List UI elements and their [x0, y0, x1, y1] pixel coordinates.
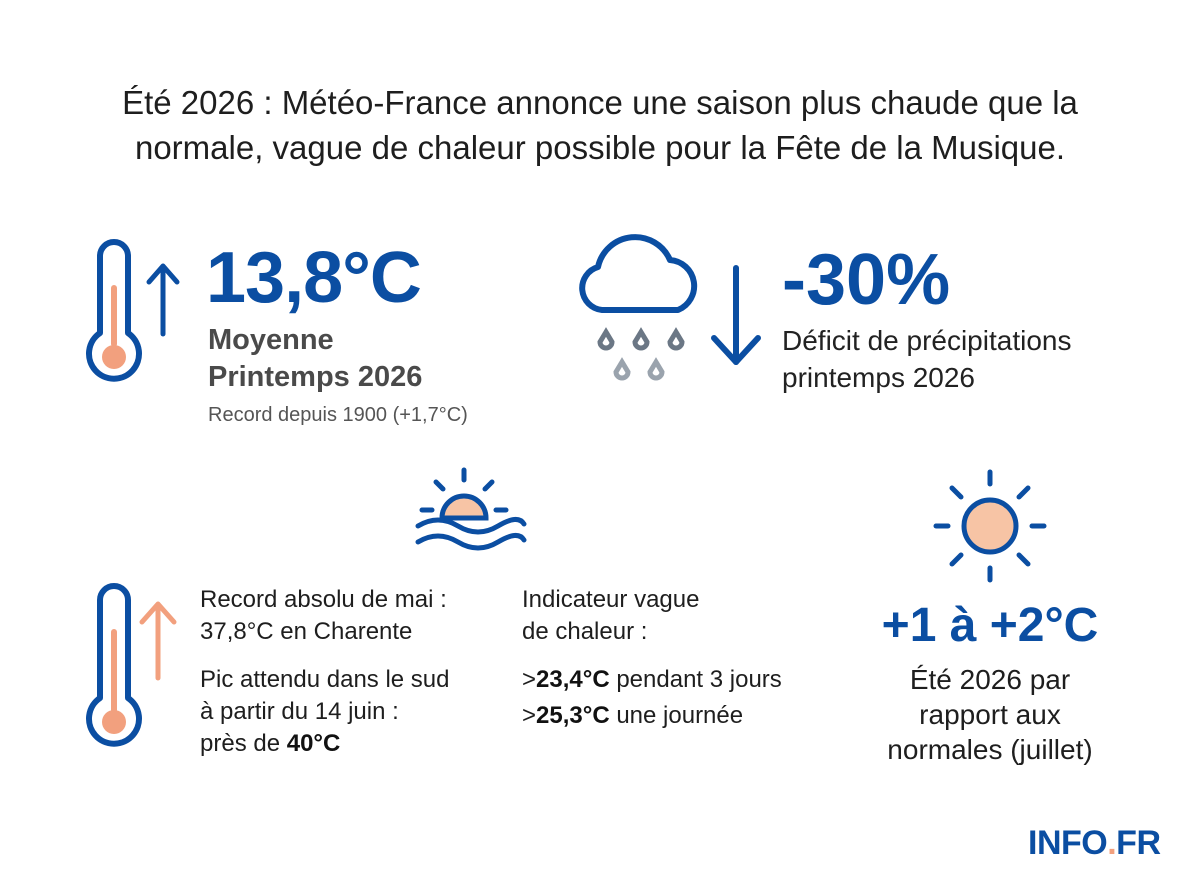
may-record-line2: 37,8°C en Charente	[200, 618, 413, 645]
peak-line1: Pic attendu dans le sud	[200, 666, 450, 693]
heatwave-item1-prefix: >	[522, 666, 537, 693]
spring-temp-label: Moyenne Printemps 2026	[208, 322, 422, 396]
peak-line3-prefix: près de	[200, 730, 287, 757]
heatwave-title-line2: de chaleur :	[522, 618, 648, 645]
peak-text: Pic attendu dans le sud à partir du 14 j…	[200, 664, 450, 760]
spring-temp-value: 13,8°C	[206, 238, 422, 318]
summer-anomaly-label: Été 2026 par rapport aux normales (juill…	[850, 662, 1130, 767]
thermometer-hot-icon	[86, 583, 142, 747]
may-record-text: Record absolu de mai : 37,8°C en Charent…	[200, 584, 447, 648]
arrow-up-icon	[146, 263, 180, 337]
thermometer-icon	[86, 239, 142, 382]
summer-label-line1: Été 2026 par	[909, 664, 1071, 695]
info-fr-logo: INFO.FR	[1028, 824, 1161, 863]
heatwave-item1-value: 23,4°C	[536, 666, 610, 693]
logo-tld: FR	[1116, 824, 1161, 862]
heatwave-item-2: >25,3°C une journée	[522, 700, 782, 732]
sun-icon	[933, 469, 1047, 583]
sun-over-water-icon	[415, 467, 527, 551]
summer-label-line3: normales (juillet)	[887, 734, 1093, 765]
peak-value: 40°C	[286, 730, 341, 757]
heatwave-item1-suffix: pendant 3 jours	[609, 666, 782, 693]
summer-anomaly-value: +1 à +2°C	[881, 599, 1099, 652]
rain-cloud-icon	[579, 234, 698, 381]
heatwave-title-line1: Indicateur vague	[522, 586, 700, 613]
heatwave-item2-suffix: une journée	[609, 702, 744, 729]
heatwave-items: >23,4°C pendant 3 jours >25,3°C une jour…	[522, 664, 782, 732]
precip-label-line2: printemps 2026	[782, 362, 976, 393]
heatwave-title: Indicateur vague de chaleur :	[522, 584, 699, 648]
logo-dot: .	[1107, 824, 1117, 862]
arrow-up-orange-icon	[139, 601, 177, 681]
arrow-down-icon	[711, 265, 761, 365]
may-record-line1: Record absolu de mai :	[200, 586, 447, 613]
logo-main: INFO	[1028, 824, 1108, 862]
heatwave-item-1: >23,4°C pendant 3 jours	[522, 664, 782, 696]
peak-line2: à partir du 14 juin :	[200, 698, 399, 725]
heatwave-item2-value: 25,3°C	[536, 702, 610, 729]
heatwave-item2-prefix: >	[522, 702, 537, 729]
precip-label-line1: Déficit de précipitations	[782, 325, 1072, 356]
spring-temp-label-line1: Moyenne	[208, 324, 334, 356]
spring-temp-label-line2: Printemps 2026	[208, 361, 423, 393]
peak-line3: près de 40°C	[200, 728, 450, 760]
precip-label: Déficit de précipitations printemps 2026	[782, 322, 1071, 396]
summer-label-line2: rapport aux	[919, 699, 1061, 730]
precip-value: -30%	[782, 240, 951, 320]
spring-temp-note: Record depuis 1900 (+1,7°C)	[208, 404, 468, 426]
headline: Été 2026 : Météo-France annonce une sais…	[122, 84, 1078, 166]
